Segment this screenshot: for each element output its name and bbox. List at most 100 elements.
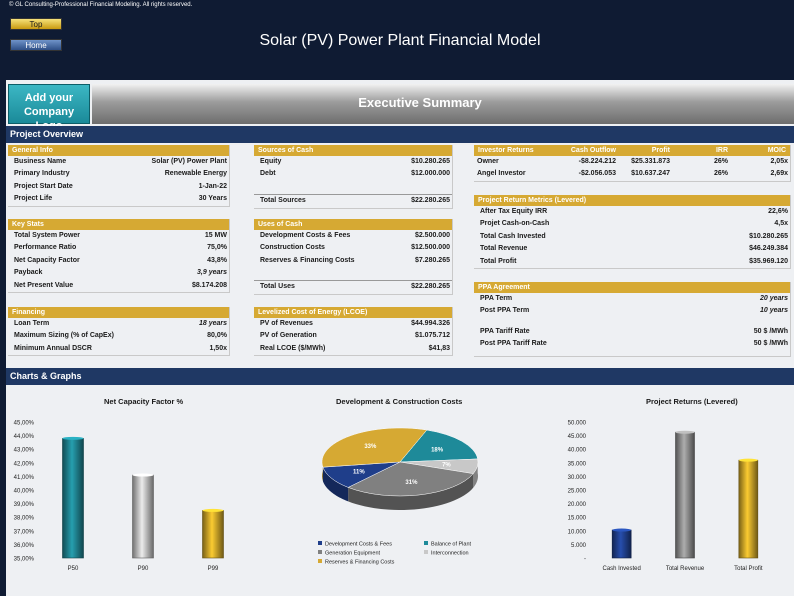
financing-title: Financing [8, 307, 229, 318]
uses-title: Uses of Cash [254, 219, 452, 230]
lcoe-value: $41,83 [428, 344, 450, 352]
stat-value: $8.174.208 [191, 281, 227, 289]
company-logo-placeholder[interactable]: Add your Company Logo [8, 84, 90, 132]
ncf-y-tick-label: 45,00% [14, 421, 35, 427]
ret-y-tick-label: 50.000 [568, 421, 587, 427]
top-button[interactable]: Top [10, 18, 62, 30]
financing-label: Maximum Sizing (% of CapEx) [14, 332, 114, 340]
legend-label: Development Costs & Fees [325, 542, 392, 548]
investor-moic: 2,69x [770, 170, 788, 178]
metric-value: $10.280.265 [749, 232, 788, 240]
ncf-y-tick-label: 40,00% [14, 489, 35, 495]
source-label: Equity [260, 158, 282, 165]
metric-label: Total Profit [480, 257, 517, 265]
pie-value-label: 33% [364, 444, 377, 450]
ppa-value: 50 $ /MWh [753, 340, 788, 348]
home-button[interactable]: Home [10, 39, 62, 51]
metric-label: After Tax Equity IRR [480, 208, 548, 215]
investor-irr: 26% [713, 158, 728, 165]
investor-row: Angel Investor -$2.056.053 $10.637.247 2… [474, 168, 790, 180]
financing-box: Financing Loan Term 18 years Maximum Sizi… [8, 307, 230, 357]
ret-x-tick-label: Total Revenue [666, 566, 705, 572]
ppa-label: Post PPA Tariff Rate [480, 340, 547, 348]
lcoe-box: Levelized Cost of Energy (LCOE) PV of Re… [254, 307, 453, 357]
pie-value-label: 31% [405, 480, 418, 486]
metric-value: $35.969.120 [749, 257, 788, 265]
ret-y-tick-label: - [584, 557, 586, 563]
info-label: Business Name [14, 158, 67, 165]
lcoe-label: PV of Generation [260, 332, 317, 340]
lcoe-label: Real LCOE ($/MWh) [260, 344, 326, 352]
executive-summary-bar [92, 84, 794, 124]
legend-swatch [318, 550, 322, 554]
development-costs-pie-chart: 18% 7% 31% 11% 33% Development Costs & Fees Ba… [318, 427, 479, 566]
ret-y-tick-label: 45.000 [568, 434, 587, 440]
ret-bar-top [612, 528, 632, 532]
executive-summary-title: Executive Summary [358, 95, 482, 110]
lcoe-label: PV of Revenues [260, 320, 313, 327]
ncf-bar-top [202, 508, 224, 512]
lcoe-value: $44.994.326 [411, 320, 450, 327]
investor-returns-header: Investor Returns Cash Outflow Profit IRR… [474, 145, 790, 156]
ncf-y-tick-label: 38,00% [14, 516, 35, 522]
legend-label: Reserves & Financing Costs [325, 560, 395, 566]
ncf-y-tick-label: 41,00% [14, 475, 35, 481]
pie-value-label: 7% [442, 463, 451, 469]
ppa-value: 20 years [759, 295, 788, 302]
metric-label: Total Cash Invested [480, 232, 546, 240]
investor-name: Angel Investor [477, 170, 526, 178]
stat-value: 15 MW [204, 232, 227, 239]
ncf-x-tick-label: P90 [138, 566, 149, 572]
source-value: $12.000.000 [411, 170, 450, 178]
metric-value: 22,6% [768, 208, 788, 215]
use-value: $2.500.000 [414, 232, 450, 239]
ret-y-tick-label: 40.000 [568, 448, 587, 454]
pie-slice-side [348, 473, 474, 510]
source-label: Debt [260, 170, 276, 178]
chart-title-costs: Development & Construction Costs [336, 397, 463, 406]
ppa-value: 50 $ /MWh [753, 327, 788, 335]
financing-value: 80,0% [207, 332, 227, 340]
total-uses-label: Total Uses [260, 283, 295, 290]
sources-title: Sources of Cash [254, 145, 452, 156]
ncf-y-tick-label: 43,00% [14, 448, 35, 454]
ppa-value: 10 years [759, 307, 788, 315]
ret-y-tick-label: 20.000 [568, 502, 587, 508]
legend-swatch [318, 541, 322, 545]
ncf-y-tick-label: 35,00% [14, 557, 35, 563]
total-sources-label: Total Sources [260, 197, 306, 204]
legend-label: Balance of Plant [431, 542, 472, 548]
total-sources-value: $22.280.265 [411, 197, 450, 204]
pie-value-label: 11% [353, 470, 365, 476]
col-cash-outflow: Cash Outflow [570, 147, 616, 154]
legend-label: Generation Equipment [325, 551, 381, 557]
ncf-y-tick-label: 42,00% [14, 461, 35, 467]
pie-slice-side [322, 467, 349, 502]
metric-label: Total Revenue [480, 245, 528, 253]
ret-bar [738, 459, 759, 559]
total-uses-value: $22.280.265 [411, 283, 450, 290]
sources-box: Sources of Cash Equity $10.280.265 Debt $1… [254, 145, 453, 209]
investor-profit: $25.331.873 [631, 158, 670, 165]
key-stats-title: Key Stats [8, 219, 229, 230]
investor-outflow: -$2.056.053 [578, 170, 616, 178]
page-title: Solar (PV) Power Plant Financial Model [259, 32, 541, 49]
ncf-y-tick-label: 39,00% [14, 502, 35, 508]
stat-label: Net Present Value [14, 281, 74, 289]
investor-profit: $10.637.247 [631, 170, 670, 178]
pie-value-label: 18% [431, 448, 444, 454]
col-moic: MOIC [767, 147, 786, 154]
logo-line-1: Add your [24, 92, 74, 104]
info-value: 30 Years [198, 195, 227, 203]
ncf-bar [132, 474, 154, 559]
ret-y-tick-label: 10.000 [568, 529, 587, 535]
ncf-bar-top [132, 473, 154, 477]
ppa-label: Post PPA Term [480, 307, 530, 315]
investor-returns-box: Investor Returns Cash Outflow Profit IRR… [474, 145, 791, 182]
pie-slice-side [473, 458, 478, 488]
investor-row: Owner -$8.224.212 $25.331.873 26% 2,05x [474, 156, 790, 168]
info-label: Project Start Date [14, 182, 73, 190]
ret-bar [611, 529, 632, 559]
pie-slice [399, 429, 478, 463]
col-irr: IRR [715, 147, 728, 154]
